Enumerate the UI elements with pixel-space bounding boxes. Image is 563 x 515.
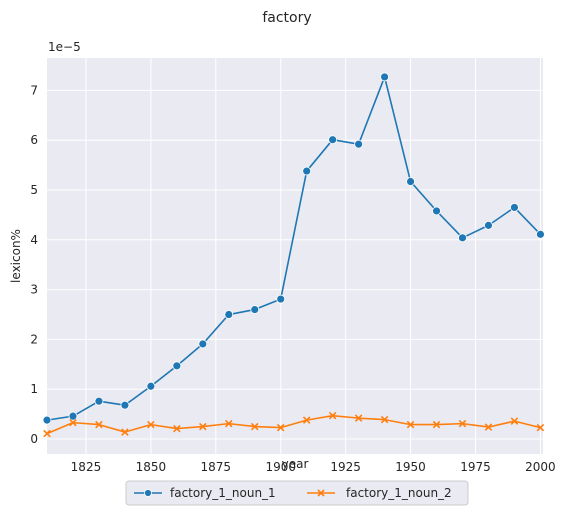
y-tick-label: 3 (30, 283, 38, 297)
series-factory_1_noun_1 (42, 72, 545, 425)
data-point (406, 420, 415, 429)
plot-area (47, 58, 543, 454)
data-point (69, 418, 77, 427)
data-point (536, 423, 545, 432)
data-point (42, 415, 52, 425)
legend-swatch-marker-1 (144, 489, 152, 497)
data-point (95, 420, 103, 429)
data-point (380, 72, 389, 82)
data-point (328, 411, 337, 420)
data-point (536, 229, 545, 239)
data-point (68, 411, 78, 421)
legend-label-2: factory_1_noun_2 (346, 486, 452, 500)
y-tick-label: 2 (30, 332, 38, 346)
data-point (510, 417, 519, 425)
data-point (276, 294, 286, 304)
x-axis-title: year (282, 457, 309, 471)
data-point (484, 220, 493, 230)
y-tick-label: 7 (30, 83, 38, 97)
tick-labels: 1825 1850 1875 1900 1925 1950 1975 2000 0 1 2 3 4 5 6 7 (30, 83, 555, 474)
data-point (147, 420, 155, 429)
data-point (224, 310, 234, 319)
data-point (432, 420, 441, 429)
data-point (225, 419, 233, 428)
data-point (173, 424, 181, 433)
data-point (354, 139, 364, 149)
x-tick-label: 1825 (71, 460, 102, 474)
data-point (484, 423, 493, 431)
x-tick-label: 2000 (525, 460, 556, 474)
data-point (510, 203, 519, 212)
data-point (146, 381, 156, 391)
data-point (432, 206, 441, 216)
data-point (354, 414, 363, 422)
data-point (94, 396, 104, 406)
data-point (250, 422, 259, 431)
data-point (406, 177, 415, 186)
x-tick-label: 1850 (136, 460, 167, 474)
y-tick-label: 6 (30, 133, 38, 147)
legend-label-1: factory_1_noun_1 (170, 486, 276, 500)
x-tick-label: 1900 (265, 460, 296, 474)
legend-frame (125, 480, 469, 506)
x-tick-label: 1925 (330, 460, 361, 474)
data-point (458, 419, 467, 428)
data-point (121, 428, 129, 436)
chart-title: factory (262, 10, 311, 26)
x-tick-label: 1875 (201, 460, 232, 474)
y-axis-title: lexicon% (9, 229, 23, 283)
data-point (380, 415, 389, 424)
series-factory_1_noun_2 (43, 411, 545, 438)
data-point (302, 416, 311, 424)
series (42, 72, 545, 438)
data-point (302, 166, 312, 176)
data-point (250, 305, 260, 314)
data-point (328, 135, 338, 145)
y-tick-label: 4 (30, 233, 38, 247)
data-point (172, 361, 182, 371)
x-tick-label: 1975 (460, 460, 491, 474)
data-point (120, 400, 130, 410)
data-point (43, 429, 51, 438)
y-tick-label: 5 (30, 183, 38, 197)
y-tick-label: 1 (30, 382, 38, 396)
data-point (198, 339, 208, 349)
series-line (46, 76, 541, 421)
y-tick-label: 0 (30, 432, 38, 446)
legend: factory_1_noun_1 factory_1_noun_2 (125, 480, 469, 506)
y-scale-label: 1e−5 (48, 40, 81, 54)
data-point (199, 422, 207, 431)
legend-swatch-marker-2 (317, 489, 325, 497)
data-point (276, 423, 285, 432)
x-tick-label: 1950 (395, 460, 426, 474)
series-line (46, 414, 541, 435)
data-point (458, 233, 467, 243)
